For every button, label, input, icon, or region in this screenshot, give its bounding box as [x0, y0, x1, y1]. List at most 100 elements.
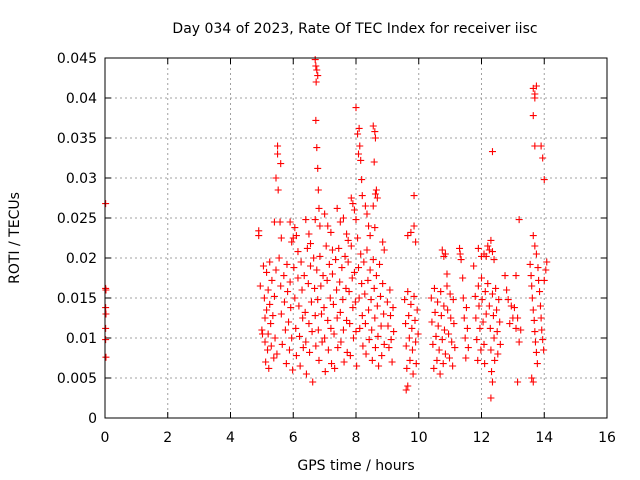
- data-point: [332, 256, 340, 264]
- data-point: [474, 244, 482, 252]
- data-point: [488, 378, 496, 386]
- data-point: [352, 328, 360, 336]
- data-point: [370, 284, 378, 292]
- data-point: [303, 244, 311, 252]
- data-point: [307, 262, 315, 270]
- data-point: [270, 292, 278, 300]
- y-axis-label: ROTI / TECUs: [7, 192, 23, 284]
- data-point: [372, 272, 380, 280]
- data-point: [296, 332, 304, 340]
- data-point: [344, 236, 352, 244]
- data-point: [301, 308, 309, 316]
- data-point: [402, 342, 410, 350]
- data-point: [357, 250, 365, 258]
- data-point: [540, 346, 548, 354]
- data-point: [369, 256, 377, 264]
- data-point: [459, 294, 467, 302]
- data-point: [324, 346, 332, 354]
- data-point: [380, 246, 388, 254]
- data-point: [261, 314, 269, 322]
- data-point: [488, 148, 496, 156]
- data-point: [430, 284, 438, 292]
- data-point: [380, 310, 388, 318]
- data-point: [277, 310, 285, 318]
- data-point: [402, 320, 410, 328]
- data-point: [472, 314, 480, 322]
- data-point: [308, 328, 316, 336]
- data-point: [366, 232, 374, 240]
- x-tick-label: 8: [352, 430, 361, 446]
- data-point: [429, 340, 437, 348]
- data-point: [322, 242, 330, 250]
- data-point: [329, 300, 337, 308]
- data-point: [368, 326, 376, 334]
- data-point: [255, 232, 263, 240]
- data-point: [463, 324, 471, 332]
- data-point: [539, 336, 547, 344]
- data-point: [484, 242, 492, 250]
- data-point: [365, 222, 373, 230]
- data-point: [542, 266, 550, 274]
- data-point: [346, 320, 354, 328]
- data-point: [288, 238, 296, 246]
- data-point: [540, 176, 548, 184]
- data-point: [481, 360, 489, 368]
- x-tick-label: 0: [101, 430, 110, 446]
- data-point: [277, 282, 285, 290]
- data-point: [403, 364, 411, 372]
- data-point: [448, 338, 456, 346]
- data-point: [298, 286, 306, 294]
- data-point: [290, 264, 298, 272]
- data-point: [275, 254, 283, 262]
- data-point: [272, 266, 280, 274]
- data-point: [274, 142, 282, 150]
- x-tick-label: 2: [163, 430, 172, 446]
- data-point: [269, 312, 277, 320]
- data-point: [364, 276, 372, 284]
- data-point: [357, 156, 365, 164]
- data-point: [312, 342, 320, 350]
- data-point: [292, 324, 300, 332]
- data-point: [450, 320, 458, 328]
- data-point: [102, 336, 110, 344]
- data-point: [405, 312, 413, 320]
- x-tick-label: 16: [598, 430, 616, 446]
- chart-title: Day 034 of 2023, Rate Of TEC Index for r…: [172, 21, 537, 37]
- data-point: [390, 328, 398, 336]
- data-point: [527, 272, 535, 280]
- data-point: [327, 324, 335, 332]
- data-point: [514, 314, 522, 322]
- data-point: [428, 318, 436, 326]
- data-point: [344, 258, 352, 266]
- data-point: [531, 338, 539, 346]
- data-point: [439, 360, 447, 368]
- data-point: [532, 348, 540, 356]
- data-point: [407, 228, 415, 236]
- data-point: [311, 216, 319, 224]
- data-point: [386, 286, 394, 294]
- data-point: [385, 344, 393, 352]
- data-point: [358, 312, 366, 320]
- data-point: [440, 326, 448, 334]
- data-point: [339, 296, 347, 304]
- data-point: [260, 294, 268, 302]
- data-point: [302, 216, 310, 224]
- data-point: [496, 318, 504, 326]
- data-point: [328, 246, 336, 254]
- data-point: [495, 296, 503, 304]
- data-point: [358, 280, 366, 288]
- data-point: [261, 338, 269, 346]
- data-point: [389, 304, 397, 312]
- data-point: [531, 142, 539, 150]
- data-point: [311, 284, 319, 292]
- data-point: [287, 304, 295, 312]
- data-point: [312, 116, 320, 124]
- data-point: [292, 232, 300, 240]
- data-point: [410, 222, 418, 230]
- data-point: [514, 378, 522, 386]
- y-tick-label: 0.045: [57, 51, 97, 67]
- data-point: [404, 288, 412, 296]
- data-point: [346, 352, 354, 360]
- data-point: [312, 78, 320, 86]
- data-point: [343, 230, 351, 238]
